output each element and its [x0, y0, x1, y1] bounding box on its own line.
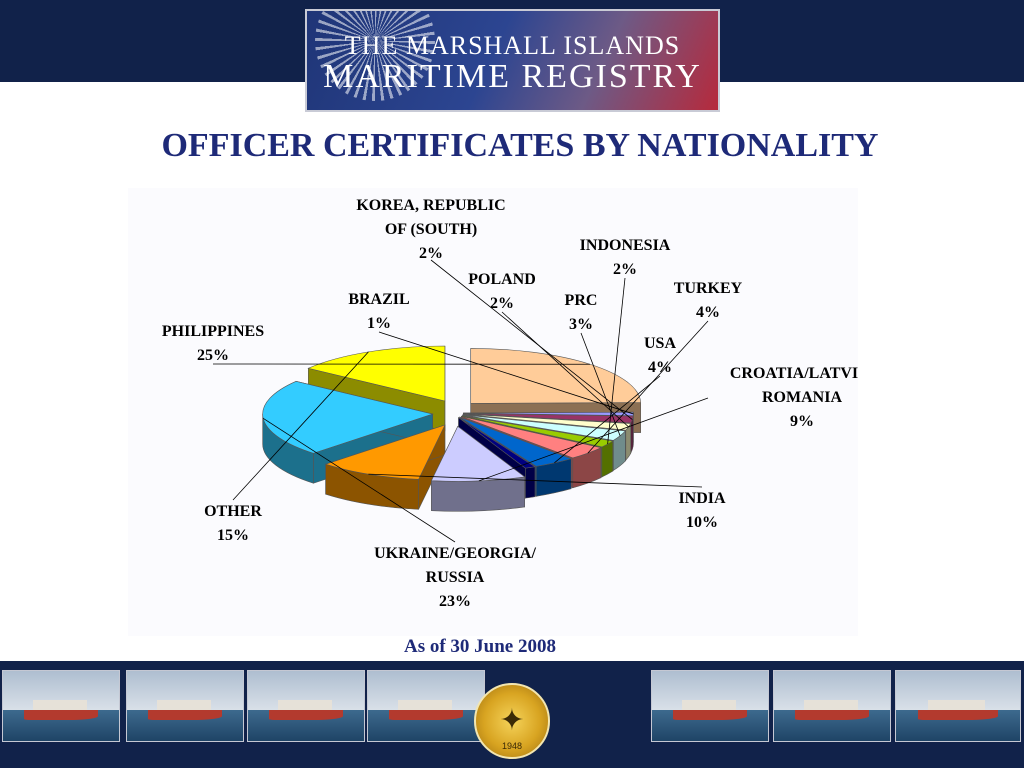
slice-label: 10%: [686, 514, 718, 531]
leader-line: [478, 397, 709, 482]
slice-label: INDONESIA: [580, 237, 671, 254]
slice-label: 2%: [613, 261, 637, 278]
slice-label: PRC: [565, 292, 598, 309]
page-title: OFFICER CERTIFICATES BY NATIONALITY: [161, 127, 879, 164]
slice-label: 3%: [569, 316, 593, 333]
pie-chart-panel: PHILIPPINES 25% BRAZIL 1% KOREA, REPUBLIC OF …: [128, 188, 858, 636]
leader-line: [262, 417, 456, 543]
ship-photo: [367, 670, 485, 742]
slice-label: 23%: [439, 593, 471, 610]
slice-label: 15%: [217, 527, 249, 544]
leader-line: [368, 473, 703, 488]
pie-chart: PHILIPPINES 25% BRAZIL 1% KOREA, REPUBLIC OF …: [162, 197, 858, 610]
ship-photo: [247, 670, 365, 742]
slice-label: BRAZIL: [348, 291, 409, 308]
ship-photo: [126, 670, 244, 742]
ship-photo: [2, 670, 120, 742]
compass-star-icon: ✦: [499, 704, 525, 737]
leader-line: [554, 375, 661, 464]
seal-year: 1948: [501, 741, 523, 751]
slice-label: INDIA: [678, 490, 726, 507]
slice-label: 9%: [790, 413, 814, 430]
pie-slice: [430, 425, 526, 512]
slice-label: 2%: [419, 245, 443, 262]
slice-label: OF (SOUTH): [385, 221, 477, 238]
leader-line: [232, 351, 369, 501]
slice-label: OTHER: [204, 503, 262, 520]
pie-slice: [324, 424, 446, 510]
slice-label: USA: [644, 335, 676, 352]
ship-photo: [895, 670, 1021, 742]
slice-label: PHILIPPINES: [162, 323, 264, 340]
slice-label: 4%: [648, 359, 672, 376]
logo-line-2: MARITIME REGISTRY: [323, 58, 702, 95]
leader-line: [501, 311, 629, 428]
slice-label: RUSSIA: [426, 569, 485, 586]
leader-line: [587, 320, 709, 454]
slice-label: POLAND: [468, 271, 536, 288]
slice-label: UKRAINE/GEORGIA/: [374, 545, 536, 562]
ship-photo: [651, 670, 769, 742]
ship-photo: [773, 670, 891, 742]
slice-label: 1%: [367, 315, 391, 332]
slice-label: ROMANIA: [762, 389, 842, 406]
slice-label: KOREA, REPUBLIC: [356, 197, 505, 214]
leader-line: [378, 331, 634, 415]
registry-logo: THE MARSHALL ISLANDS MARITIME REGISTRY: [305, 9, 720, 112]
slice-label: TURKEY: [674, 280, 743, 297]
international-registries-seal: ✦ 1948: [474, 683, 550, 759]
leader-line: [430, 259, 633, 420]
logo-line-1: THE MARSHALL ISLANDS: [344, 31, 681, 60]
slice-label: 4%: [696, 304, 720, 321]
slice-label: 2%: [490, 295, 514, 312]
slice-label: 25%: [197, 347, 229, 364]
as-of-date: As of 30 June 2008: [403, 636, 556, 657]
leader-line: [580, 332, 621, 436]
slice-label: CROATIA/LATVIA/: [730, 365, 858, 382]
